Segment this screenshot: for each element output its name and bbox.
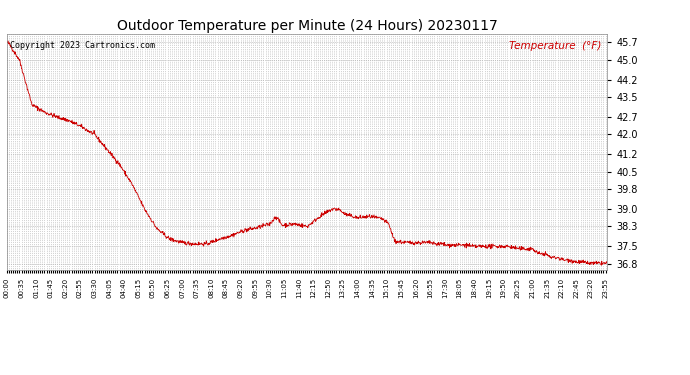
Title: Outdoor Temperature per Minute (24 Hours) 20230117: Outdoor Temperature per Minute (24 Hours… xyxy=(117,19,497,33)
Text: Temperature  (°F): Temperature (°F) xyxy=(509,41,601,51)
Text: Copyright 2023 Cartronics.com: Copyright 2023 Cartronics.com xyxy=(10,41,155,50)
